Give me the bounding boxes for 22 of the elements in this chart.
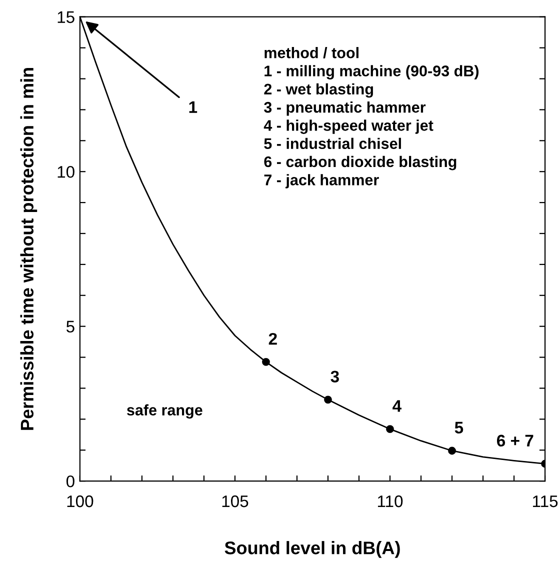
point [262,358,270,366]
point [324,396,332,404]
y-tick-label: 15 [58,11,74,24]
y-tick-label: 10 [58,166,74,178]
y-axis-title: Permissible time without protection in min [20,68,38,430]
y-tick-label: 5 [66,320,74,333]
point [386,425,394,434]
x-axis-title: Sound level in dB(A) [224,541,400,558]
x-tick-label: 100 [67,495,94,508]
x-tick-label: 115 [533,496,558,508]
annotation: 6 + 7 [496,434,534,447]
y-tick-label: 0 [66,475,74,488]
annotation: 3 [330,370,339,383]
x-tick-label: 105 [222,495,248,508]
point [448,446,456,455]
annotation: method / tool 1 - milling machine (90-93 dB) 2 - wet blasting 3 - pneumatic hammer 4 - high-speed water jet 5 - industrial chisel 6 - carbon dioxide blasting 7 - jack hammer [264,47,479,188]
annotation: 5 [454,422,464,434]
annotation: 2 [268,332,277,345]
x-tick-label: 110 [378,495,403,508]
annotation: 4 [392,400,402,412]
annotation: safe range [126,404,202,419]
annotation: 1 [189,101,198,113]
